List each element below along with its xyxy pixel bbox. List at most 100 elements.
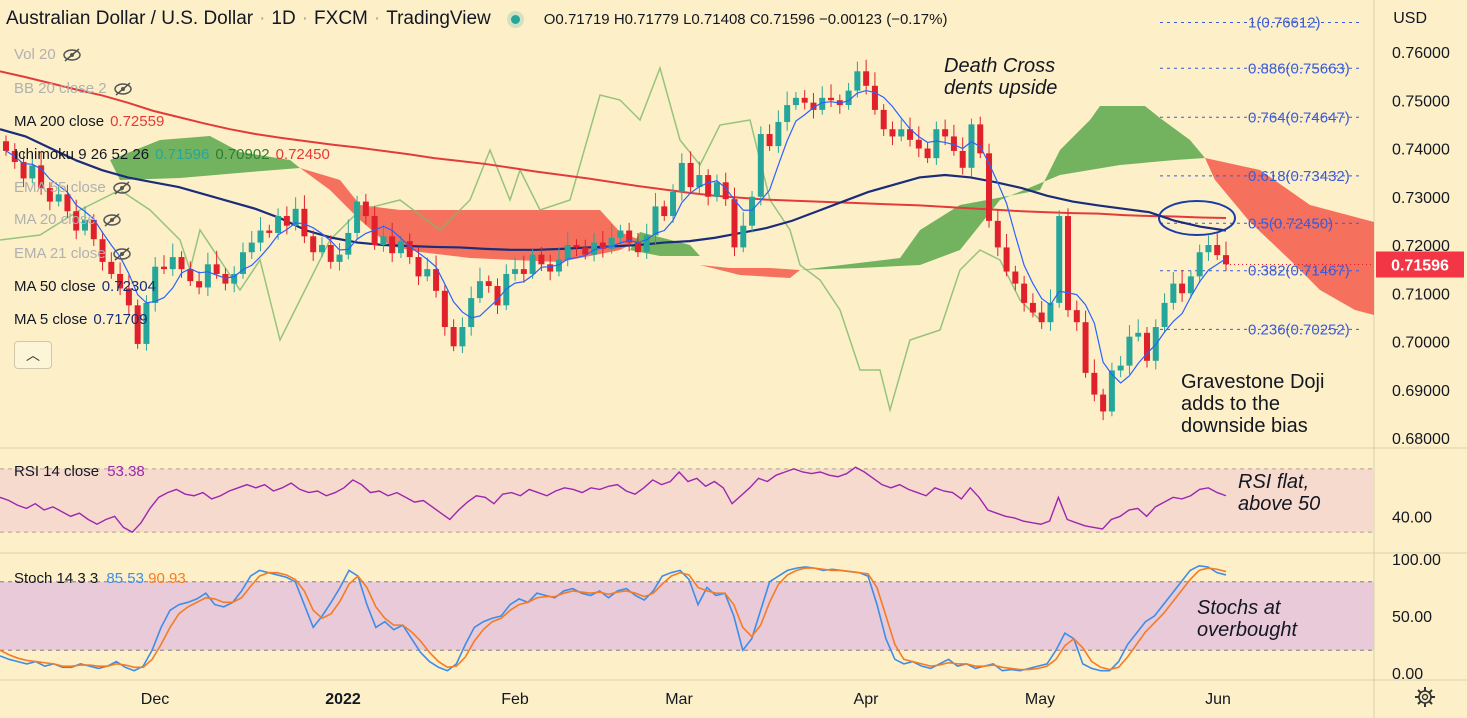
eye-hidden-icon[interactable] [62,47,82,62]
candle-body [959,150,966,168]
candle-body [810,102,817,110]
interval[interactable]: 1D [271,8,296,29]
legend-ema21[interactable]: EMA 21 close [14,245,132,262]
platform: TradingView [386,8,491,29]
candle-body [310,236,317,253]
candle-body [854,71,861,91]
candle-body [977,124,984,154]
candle-body [90,219,97,240]
candle-body [564,245,571,260]
candle-body [1126,336,1133,366]
time-tick-label: 2022 [325,691,361,708]
candle-body [494,286,501,306]
legend-ma200[interactable]: MA 200 close 0.72559 [14,113,164,130]
candle-body [661,206,668,217]
price-tick-label: 0.74000 [1392,142,1450,159]
candle-body [915,139,922,149]
candle-body [529,254,536,274]
annotation-rsi-line2: above 50 [1238,493,1321,515]
candle-body [845,90,852,106]
candle-body [1144,332,1151,361]
candle-body [29,165,36,179]
stoch-pane-legend[interactable]: Stoch 14 3 3 85.53 90.93 [14,570,186,587]
price-tick-label: 0.68000 [1392,431,1450,448]
eye-hidden-icon[interactable] [112,180,132,195]
ichimoku-cloud-green-1 [110,136,300,180]
stoch-label: Stoch 14 3 3 [14,570,99,587]
candle-body [591,242,598,255]
candle-body [55,194,62,202]
rsi-pane-legend[interactable]: RSI 14 close 53.38 [14,463,145,480]
legend-vol[interactable]: Vol 20 [14,46,82,63]
candle-body [73,211,80,231]
candle-body [160,266,167,270]
candle-body [424,269,431,277]
candle-body [582,247,589,255]
candle-body [634,242,641,253]
candle-body [433,269,440,291]
candle-body [626,230,633,243]
candle-body [520,269,527,274]
candle-body [389,236,396,254]
legend-ichimoku-v2: 0.70902 [215,146,270,163]
symbol-name[interactable]: Australian Dollar / U.S. Dollar [6,8,254,29]
collapse-legend-button[interactable]: ︿ [14,341,52,369]
candle-body [1021,283,1028,303]
candle-body [20,162,27,179]
candle-body [731,199,738,248]
candle-body [1196,252,1203,277]
legend-ichimoku-label: Ichimoku 9 26 52 26 [14,146,150,163]
candle-body [204,264,211,288]
price-tick-label: 0.70000 [1392,335,1450,352]
time-tick-label: Dec [141,691,169,708]
candle-body [1161,302,1168,328]
legend-ma20[interactable]: MA 20 close [14,211,122,228]
settings-gear-icon[interactable] [1414,686,1436,708]
fib-label-2: 0.764(0.74647) [1248,109,1350,126]
eye-hidden-icon[interactable] [113,81,133,96]
price-tick-label: 0.73000 [1392,190,1450,207]
candle-body [397,241,404,254]
fib-label-6: 0.236(0.70252) [1248,321,1350,338]
candle-body [670,191,677,217]
legend-ma5-label: MA 5 close [14,311,88,328]
eye-hidden-icon[interactable] [112,246,132,261]
currency-label[interactable]: USD [1393,10,1427,27]
candle-body [757,134,764,197]
candle-body [81,219,88,231]
candle-body [889,129,896,137]
candle-body [292,208,299,226]
legend-ichimoku[interactable]: Ichimoku 9 26 52 26 0.71596 0.70902 0.72450 [14,146,330,163]
eye-hidden-icon[interactable] [102,212,122,227]
candle-body [450,327,457,347]
candle-body [986,153,993,221]
candle-body [345,232,352,255]
candle-body [196,281,203,288]
time-tick-label: Mar [665,691,693,708]
candles-group [3,59,1229,421]
annotation-stoch: Stochs at overbought [1197,597,1297,641]
legend-ema55[interactable]: EMA 55 close [14,179,132,196]
candle-body [231,273,238,284]
candle-body [336,254,343,262]
candle-body [187,269,194,282]
time-tick-label: Jun [1205,691,1231,708]
candle-body [924,148,931,159]
candle-body [178,257,185,270]
candle-body [1117,365,1124,371]
last-price-label: 0.71596 [1391,257,1449,274]
candle-body [266,230,273,233]
candle-body [1091,372,1098,395]
stoch-tick-label: 50.00 [1392,609,1432,626]
candle-body [117,273,124,289]
fib-label-3: 0.618(0.73432) [1248,168,1350,185]
candle-body [775,121,782,147]
candle-body [907,129,914,140]
legend-ma5[interactable]: MA 5 close 0.71709 [14,311,148,328]
candle-body [1073,310,1080,323]
legend-bb[interactable]: BB 20 close 2 [14,80,133,97]
legend-ma50[interactable]: MA 50 close 0.72304 [14,278,156,295]
price-tick-label: 0.72000 [1392,238,1450,255]
candle-body [169,257,176,270]
